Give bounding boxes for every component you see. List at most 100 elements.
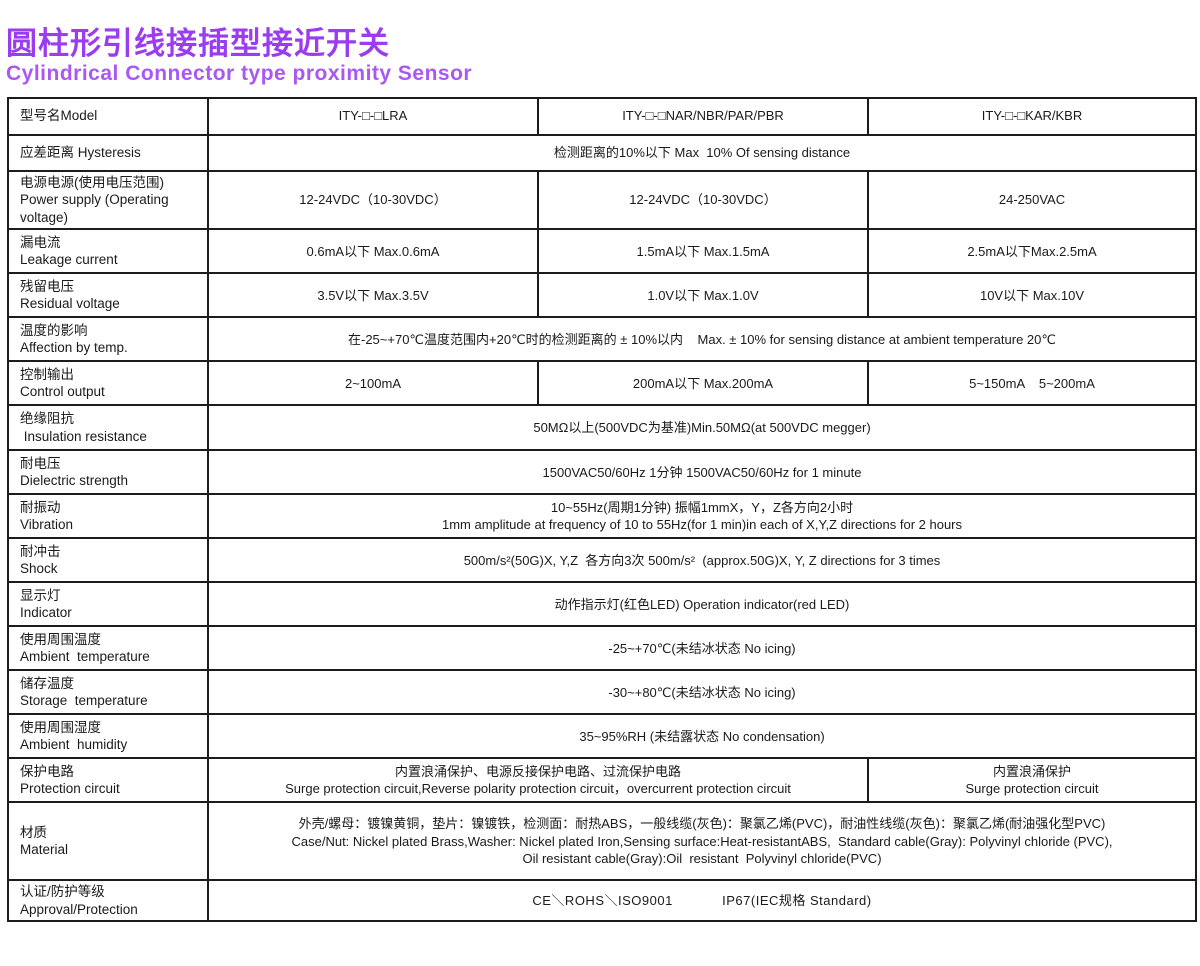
row-label: 型号名Model <box>7 96 209 136</box>
row-label-line: 耐振动 <box>20 499 61 515</box>
value-cell: 3.5V以下 Max.3.5V <box>207 272 539 319</box>
row-label-line: Material <box>20 842 69 858</box>
value-cell: 35~95%RH (未结露状态 No condensation) <box>207 713 1197 760</box>
table-row: 型号名Model ITY-□-□LRA ITY-□-□NAR/NBR/PAR/PBR… <box>7 96 1197 136</box>
row-label-line: 使用周围温度 <box>20 631 101 647</box>
value-line: 24-250VAC <box>998 192 1066 208</box>
value-line: ITY-□-□NAR/NBR/PAR/PBR <box>622 108 784 124</box>
value-line: 1.0V以下 Max.1.0V <box>647 287 759 303</box>
value-line: 内置浪涌保护、电源反接保护电路、过流保护电路 <box>394 763 681 779</box>
row-label: 耐振动 Vibration <box>7 493 209 540</box>
value-cell: ITY-□-□NAR/NBR/PAR/PBR <box>537 96 869 136</box>
value-cell: 内置浪涌保护、电源反接保护电路、过流保护电路 Surge protection c… <box>207 757 869 804</box>
row-label-line: Shock <box>20 561 58 577</box>
value-line: 2.5mA以下Max.2.5mA <box>967 243 1097 259</box>
table-row: 使用周围湿度 Ambient humidity 35~95%RH (未结露状态 No… <box>7 713 1197 760</box>
value-line: 50MΩ以上(500VDC为基准)Min.50MΩ(at 500VDC megg… <box>533 420 871 436</box>
table-row: 控制输出 Control output 2~100mA 200mA以下 Max.200… <box>7 360 1197 407</box>
value-cell: CE＼ROHS＼ISO9001 IP67(IEC规格 Standard) <box>207 879 1197 923</box>
table-row: 显示灯 Indicator 动作指示灯(红色LED) Operation indic… <box>7 581 1197 628</box>
table-row: 应差距离 Hysteresis 检测距离的10%以下 Max 10% Of sen… <box>7 133 1197 172</box>
value-cell: 外壳/螺母：镀镍黄铜，垫片：镍镀铁，检测面：耐热ABS，一般线缆(灰色)：聚氯乙… <box>207 801 1197 882</box>
value-line: 10V以下 Max.10V <box>979 287 1085 303</box>
value-line: CE＼ROHS＼ISO9001 IP67(IEC规格 Standard) <box>532 893 872 909</box>
row-label-line: 材质 <box>20 824 47 840</box>
value-line: 3.5V以下 Max.3.5V <box>317 287 429 303</box>
page: 圆柱形引线接插型接近开关 Cylindrical Connector type … <box>6 26 1197 923</box>
row-label: 材质 Material <box>7 801 209 882</box>
value-line: 12-24VDC（10-30VDC） <box>629 192 777 208</box>
row-label-line: 控制输出 <box>20 366 74 382</box>
table-row: 耐冲击 Shock 500m/s²(50G)X, Y,Z 各方向3次 500m/s²… <box>7 537 1197 584</box>
value-line: 在-25~+70℃温度范围内+20℃时的检测距离的 ± 10%以内 Max. ±… <box>348 331 1056 347</box>
row-label-line: Storage temperature <box>20 693 148 709</box>
value-cell: ITY-□-□KAR/KBR <box>867 96 1197 136</box>
row-label: 使用周围温度 Ambient temperature <box>7 625 209 672</box>
row-label: 控制输出 Control output <box>7 360 209 407</box>
value-line: 1500VAC50/60Hz 1分钟 1500VAC50/60Hz for 1 … <box>542 464 862 480</box>
value-cell: 200mA以下 Max.200mA <box>537 360 869 407</box>
value-line: 0.6mA以下 Max.0.6mA <box>306 243 440 259</box>
row-label-line: Power supply (Operating voltage) <box>20 192 173 225</box>
value-line: 12-24VDC（10-30VDC） <box>299 192 447 208</box>
value-line: 500m/s²(50G)X, Y,Z 各方向3次 500m/s² (approx… <box>463 552 941 568</box>
row-label-line: 储存温度 <box>20 675 74 691</box>
row-label-line: 保护电路 <box>20 763 74 779</box>
row-label-line: 温度的影响 <box>20 322 88 338</box>
value-line: 1.5mA以下 Max.1.5mA <box>636 243 770 259</box>
value-line: -25~+70℃(未结冰状态 No icing) <box>608 640 796 656</box>
value-cell: 0.6mA以下 Max.0.6mA <box>207 228 539 275</box>
value-line: ITY-□-□KAR/KBR <box>981 108 1083 124</box>
value-cell: 2.5mA以下Max.2.5mA <box>867 228 1197 275</box>
value-cell: 内置浪涌保护 Surge protection circuit <box>867 757 1197 804</box>
row-label: 储存温度 Storage temperature <box>7 669 209 716</box>
value-cell: 在-25~+70℃温度范围内+20℃时的检测距离的 ± 10%以内 Max. ±… <box>207 316 1197 363</box>
value-cell: 动作指示灯(红色LED) Operation indicator(red LED… <box>207 581 1197 628</box>
page-subtitle: Cylindrical Connector type proximity Sen… <box>6 61 473 85</box>
value-line: 外壳/螺母：镀镍黄铜，垫片：镍镀铁，检测面：耐热ABS，一般线缆(灰色)：聚氯乙… <box>298 816 1106 832</box>
row-label-line: 电源电源(使用电压范围) <box>20 174 164 190</box>
value-cell: 12-24VDC（10-30VDC） <box>537 169 869 231</box>
row-label: 认证/防护等级 Approval/Protection <box>7 879 209 923</box>
row-label: 保护电路 Protection circuit <box>7 757 209 804</box>
row-label-line: Leakage current <box>20 252 118 268</box>
row-label-line: Ambient humidity <box>20 737 128 753</box>
row-label: 绝缘阻抗 Insulation resistance <box>7 404 209 452</box>
row-label-line: Ambient temperature <box>20 649 150 665</box>
value-line: 5~150mA 5~200mA <box>969 375 1095 391</box>
table-row: 使用周围温度 Ambient temperature -25~+70℃(未结冰状态 … <box>7 625 1197 672</box>
row-label-line: Control output <box>20 384 105 400</box>
table-row: 漏电流 Leakage current 0.6mA以下 Max.0.6mA 1.5mA… <box>7 228 1197 275</box>
row-label: 电源电源(使用电压范围) Power supply (Operating volt… <box>7 169 209 231</box>
row-label: 显示灯 Indicator <box>7 581 209 628</box>
value-cell: 10V以下 Max.10V <box>867 272 1197 319</box>
value-cell: 24-250VAC <box>867 169 1197 231</box>
value-cell: 500m/s²(50G)X, Y,Z 各方向3次 500m/s² (approx… <box>207 537 1197 584</box>
row-label-line: 显示灯 <box>20 587 61 603</box>
table-row: 保护电路 Protection circuit 内置浪涌保护、电源反接保护电路、过流… <box>7 757 1197 804</box>
row-label: 耐冲击 Shock <box>7 537 209 584</box>
row-label: 使用周围湿度 Ambient humidity <box>7 713 209 760</box>
value-cell: ITY-□-□LRA <box>207 96 539 136</box>
value-cell: 50MΩ以上(500VDC为基准)Min.50MΩ(at 500VDC megg… <box>207 404 1197 452</box>
value-line: 动作指示灯(红色LED) Operation indicator(red LED… <box>554 596 850 612</box>
row-label-line: 认证/防护等级 <box>20 884 105 900</box>
value-cell: -30~+80℃(未结冰状态 No icing) <box>207 669 1197 716</box>
row-label: 温度的影响 Affection by temp. <box>7 316 209 363</box>
value-cell: 2~100mA <box>207 360 539 407</box>
value-line: Case/Nut: Nickel plated Brass,Washer: Ni… <box>291 833 1113 849</box>
row-label-line: 耐电压 <box>20 455 61 471</box>
value-line: Surge protection circuit <box>965 781 1099 797</box>
table-row: 电源电源(使用电压范围) Power supply (Operating volt… <box>7 169 1197 231</box>
table-row: 绝缘阻抗 Insulation resistance 50MΩ以上(500VDC为… <box>7 404 1197 452</box>
value-line: -30~+80℃(未结冰状态 No icing) <box>608 684 796 700</box>
row-label-line: Insulation resistance <box>20 428 147 444</box>
table-row: 储存温度 Storage temperature -30~+80℃(未结冰状态 No… <box>7 669 1197 716</box>
row-label-line: 使用周围湿度 <box>20 719 101 735</box>
value-cell: 1.5mA以下 Max.1.5mA <box>537 228 869 275</box>
value-line: ITY-□-□LRA <box>338 108 408 124</box>
row-label-line: 绝缘阻抗 <box>20 411 74 427</box>
value-line: Oil resistant cable(Gray):Oil resistant … <box>522 851 882 867</box>
row-label-line: Residual voltage <box>20 296 120 312</box>
row-label-line: Indicator <box>20 605 72 621</box>
